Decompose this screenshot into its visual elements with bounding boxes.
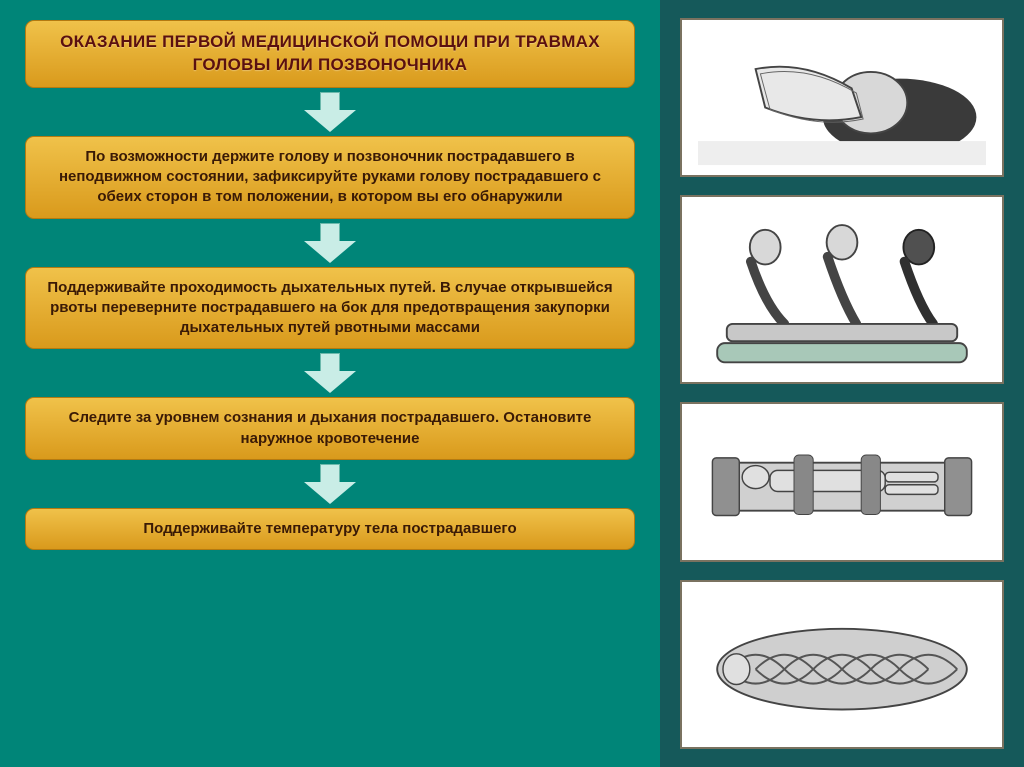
wrapped-victim-illustration — [680, 580, 1004, 749]
flowchart-title-text: ОКАЗАНИЕ ПЕРВОЙ МЕДИЦИНСКОЙ ПОМОЩИ ПРИ Т… — [60, 32, 600, 74]
step-box-1: По возможности держите голову и позвоноч… — [25, 136, 635, 219]
head-stabilization-illustration — [680, 18, 1004, 177]
step-text-4: Поддерживайте температуру тела пострадав… — [143, 520, 516, 537]
step-text-1: По возможности держите голову и позвоноч… — [59, 148, 601, 206]
step-box-2: Поддерживайте проходимость дыхательных п… — [25, 267, 635, 350]
group-turning-icon — [698, 207, 986, 374]
wrapped-victim-icon — [698, 590, 986, 739]
arrow-2 — [304, 223, 356, 263]
group-turning-illustration — [680, 195, 1004, 384]
flowchart-panel: ОКАЗАНИЕ ПЕРВОЙ МЕДИЦИНСКОЙ ПОМОЩИ ПРИ Т… — [0, 0, 660, 767]
step-text-2: Поддерживайте проходимость дыхательных п… — [47, 279, 612, 337]
illustration-panel — [660, 0, 1024, 767]
arrow-4 — [304, 464, 356, 504]
flowchart-title-box: ОКАЗАНИЕ ПЕРВОЙ МЕДИЦИНСКОЙ ПОМОЩИ ПРИ Т… — [25, 20, 635, 88]
backboard-icon — [698, 412, 986, 552]
backboard-immobilization-illustration — [680, 402, 1004, 561]
step-text-3: Следите за уровнем сознания и дыхания по… — [69, 409, 592, 446]
step-box-3: Следите за уровнем сознания и дыхания по… — [25, 397, 635, 460]
step-box-4: Поддерживайте температуру тела пострадав… — [25, 508, 635, 550]
arrow-1 — [304, 92, 356, 132]
head-stabilization-icon — [698, 28, 986, 168]
arrow-3 — [304, 353, 356, 393]
